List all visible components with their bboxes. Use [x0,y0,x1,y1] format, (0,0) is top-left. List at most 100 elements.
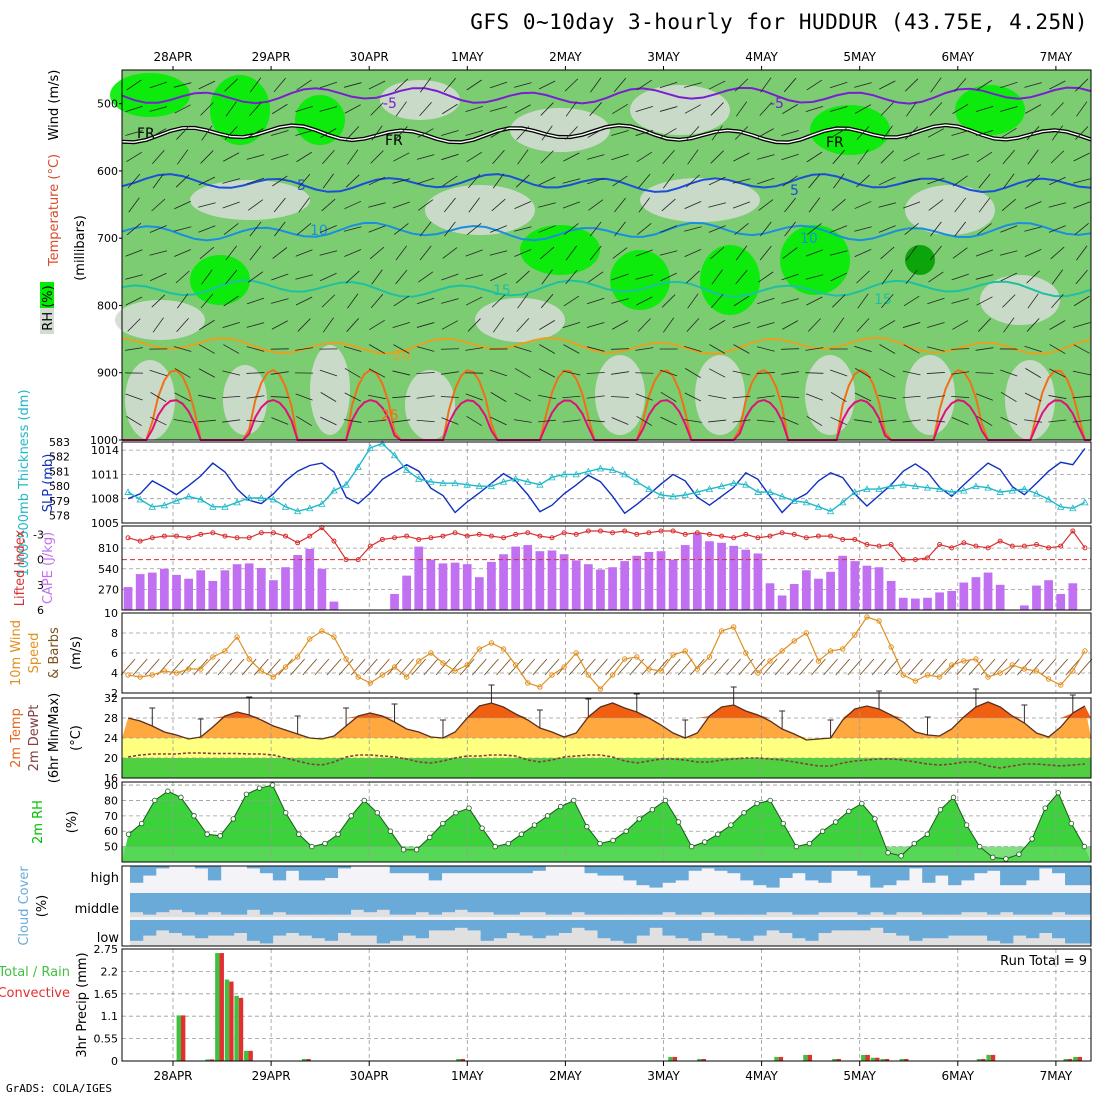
wind-barb [319,106,338,112]
thickness-line [127,442,1086,512]
wind-barb [878,225,896,233]
lifted-index-marker [210,530,216,536]
pressure-tick: 500 [97,98,118,111]
wind-barb [393,295,410,307]
wind-barb [1001,198,1016,212]
wind-speed-marker [161,668,168,674]
rh-marker [361,797,367,804]
cloud-bar [1013,866,1027,886]
wind-barb [321,294,336,308]
cloud-bar [740,866,754,881]
cloud-bar [779,866,793,878]
cloud-bar [610,866,624,876]
wind-barb [708,394,727,400]
wind-speed-marker [573,650,579,656]
thickness-marker [802,498,811,506]
contour-label: FR [826,135,844,151]
rh-region [110,73,190,117]
rh-marker [204,831,210,838]
wind-barb [444,221,456,237]
wind-speed-marker [985,674,991,680]
lifted-index-marker [622,528,628,534]
surface-wind-barb [266,658,281,676]
wind-speed-marker [791,638,797,644]
thickness-marker [1020,485,1029,493]
wind-barb [490,392,507,402]
thickness-marker [245,494,253,501]
cloud-bar [948,866,962,886]
wind-barb [903,201,921,209]
cape-bar [329,601,339,610]
wind-barb [1050,246,1065,260]
cape-bar [438,563,448,610]
wind-barb [271,298,289,304]
wind-barb [1026,174,1041,188]
slp-line [127,448,1086,515]
wind-barb [830,81,848,89]
date-label-bottom: 2MAY [549,1069,582,1083]
wind-barb [271,273,289,281]
wind-barb [927,297,945,305]
thickness-marker [620,470,629,478]
lifted-index-marker [1046,545,1052,551]
wind-barb [659,106,678,112]
wind-barb [954,221,967,237]
thickness-marker [608,466,617,473]
wind-speed-marker [815,658,822,664]
rh-marker [1055,790,1061,796]
date-label-bottom: 3MAY [647,1069,680,1083]
wind-barb [854,392,872,402]
surface-wind-barb [423,658,439,676]
lifted-index-marker [307,533,313,539]
wind-barb [1002,294,1016,308]
wind-speed-marker [634,654,640,660]
cloud-bar [1039,893,1053,915]
wind-barb [540,150,554,164]
wind-barb [564,78,579,92]
wind-barb [1049,176,1066,186]
cloud-bar [857,893,871,915]
wind-barb [418,271,434,283]
cloud-bar [909,866,923,869]
lifted-index-marker [198,531,204,537]
rh-marker [584,823,590,830]
lifted-index-marker [137,538,143,544]
wind-barb [759,102,773,116]
wind-barb [782,175,798,187]
wind-barb [515,174,530,188]
cloud-bar [987,893,1001,915]
wind-barb [636,79,653,91]
cloud-bar [987,920,1001,941]
wind-barb [929,245,942,261]
rh-tick: 70 [104,810,118,823]
slp-axis-label: SLP (mb) [41,454,56,513]
rh-region [475,298,565,342]
rh-marker [937,806,944,813]
cloud-bar [324,920,339,941]
wind-barb [999,250,1018,256]
temperature-axis-label: Temperature (°C) [47,154,62,267]
cloud-bar [636,866,650,886]
wind-barb [416,372,435,374]
cloud-bar [259,920,274,944]
wind-barb [441,298,459,304]
li-tick: 3 [37,579,44,592]
wind-barb [586,395,605,399]
cloud-bar [402,920,417,936]
contour-label: 10 [800,231,818,247]
rh-region [1005,360,1055,440]
cape-bar [668,559,678,610]
wind-barb [199,319,215,331]
surface-wind-barb [714,658,729,676]
wind-barb [128,197,140,213]
cape-bar [862,565,872,610]
wind-barb [442,103,458,115]
cloud-bar [428,866,442,881]
wind-barb [734,78,749,92]
wind-barb [270,396,289,398]
cape-bar [644,551,654,610]
wind-barb [563,295,580,307]
cloud-bar [1052,866,1066,874]
cloud-bar [1078,893,1092,915]
wind-barb [296,415,312,427]
